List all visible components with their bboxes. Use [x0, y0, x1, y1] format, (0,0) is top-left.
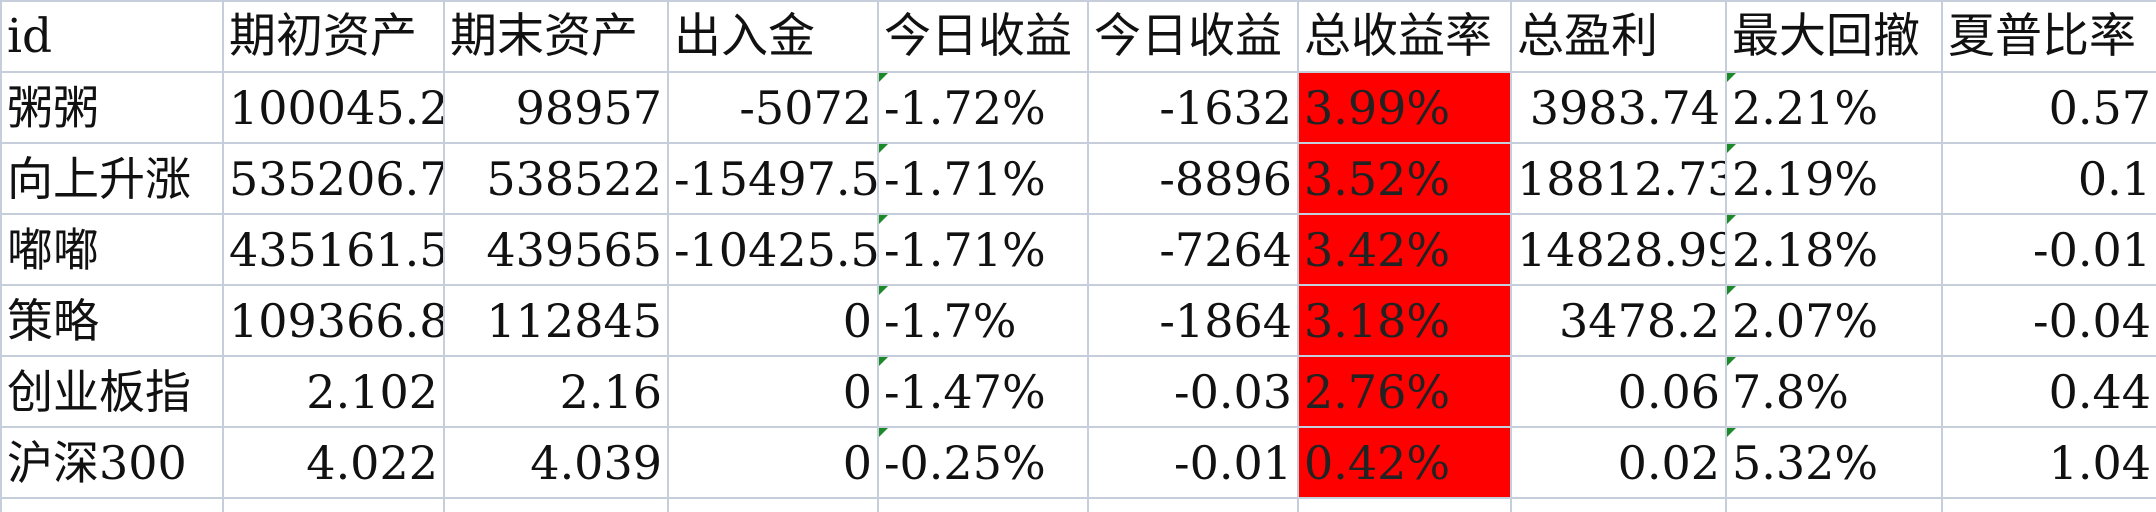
- header-total-profit-cell[interactable]: 总盈利: [1510, 0, 1727, 73]
- closing-assets-cell[interactable]: 98957: [443, 71, 669, 144]
- header-closing-assets-cell[interactable]: 期末资产: [443, 0, 669, 73]
- sharpe-ratio-cell[interactable]: -0.01: [1941, 213, 2156, 286]
- opening-assets-cell[interactable]: 4.022: [222, 426, 445, 499]
- total-profit-cell[interactable]: 3983.74: [1510, 71, 1727, 144]
- deposits-withdrawals-cell[interactable]: 0: [667, 355, 879, 428]
- table-row: 沪深300 4.022 4.039 0 -0.25% -0.01 0.42% 0.02 5.32…: [0, 426, 2156, 499]
- today-return-cell[interactable]: -8896: [1087, 142, 1299, 215]
- closing-assets-cell[interactable]: 538522: [443, 142, 669, 215]
- empty-row: [0, 497, 2156, 512]
- closing-assets-cell[interactable]: 2.16: [443, 355, 669, 428]
- sharpe-ratio-cell[interactable]: 1.04: [1941, 426, 2156, 499]
- today-return-pct-cell[interactable]: -1.71%: [877, 213, 1089, 286]
- empty-cell[interactable]: [1510, 497, 1727, 512]
- id-cell[interactable]: 粥粥: [0, 71, 224, 144]
- header-sharpe-ratio-cell[interactable]: 夏普比率: [1941, 0, 2156, 73]
- opening-assets-cell[interactable]: 109366.8: [222, 284, 445, 357]
- empty-cell[interactable]: [1725, 497, 1943, 512]
- table-row: 向上升涨535206.76538522-15497.5-1.71%-88963.…: [0, 142, 2156, 215]
- opening-assets-cell[interactable]: 535206.76: [222, 142, 445, 215]
- sharpe-ratio-cell[interactable]: -0.04: [1941, 284, 2156, 357]
- total-return-rate-cell[interactable]: 0.42%: [1297, 426, 1512, 499]
- deposits-withdrawals-cell[interactable]: -5072: [667, 71, 879, 144]
- header-opening-assets-cell[interactable]: 期初资产: [222, 0, 445, 73]
- empty-cell[interactable]: [1297, 497, 1512, 512]
- header-today-return-cell[interactable]: 今日收益: [1087, 0, 1299, 73]
- header-today-return-pct-cell[interactable]: 今日收益: [877, 0, 1089, 73]
- sharpe-ratio-cell[interactable]: 0.44: [1941, 355, 2156, 428]
- empty-cell[interactable]: [222, 497, 445, 512]
- closing-assets-cell[interactable]: 112845: [443, 284, 669, 357]
- total-profit-cell[interactable]: 0.02: [1510, 426, 1727, 499]
- header-total-return-rate-cell[interactable]: 总收益率: [1297, 0, 1512, 73]
- header-row: id 期初资产 期末资产 出入金 今日收益 今日收益 总收益率 总盈利 最大回撤 夏普比率: [0, 0, 2156, 73]
- closing-assets-cell[interactable]: 4.039: [443, 426, 669, 499]
- id-cell[interactable]: 向上升涨: [0, 142, 224, 215]
- deposits-withdrawals-cell[interactable]: 0: [667, 426, 879, 499]
- max-drawdown-cell[interactable]: 2.07%: [1725, 284, 1943, 357]
- id-cell[interactable]: 创业板指: [0, 355, 224, 428]
- empty-cell[interactable]: [1941, 497, 2156, 512]
- max-drawdown-cell[interactable]: 2.21%: [1725, 71, 1943, 144]
- total-profit-cell[interactable]: 0.06: [1510, 355, 1727, 428]
- deposits-withdrawals-cell[interactable]: 0: [667, 284, 879, 357]
- max-drawdown-cell[interactable]: 5.32%: [1725, 426, 1943, 499]
- today-return-cell[interactable]: -1864: [1087, 284, 1299, 357]
- closing-assets-cell[interactable]: 439565: [443, 213, 669, 286]
- header-deposits-withdrawals-cell[interactable]: 出入金: [667, 0, 879, 73]
- today-return-cell[interactable]: -0.01: [1087, 426, 1299, 499]
- deposits-withdrawals-cell[interactable]: -10425.5: [667, 213, 879, 286]
- max-drawdown-cell[interactable]: 2.18%: [1725, 213, 1943, 286]
- id-cell[interactable]: 策略: [0, 284, 224, 357]
- table-row: 创业板指 2.102 2.16 0 -1.47% -0.03 2.76% 0.06 7.8% 0.…: [0, 355, 2156, 428]
- today-return-cell[interactable]: -7264: [1087, 213, 1299, 286]
- total-profit-cell[interactable]: 3478.2: [1510, 284, 1727, 357]
- header-id-cell[interactable]: id: [0, 0, 224, 73]
- sharpe-ratio-cell[interactable]: 0.1: [1941, 142, 2156, 215]
- table-row: 嘟嘟 435161.5 439565 -10425.5 -1.71% -7264 3.42%…: [0, 213, 2156, 286]
- header-max-drawdown-cell[interactable]: 最大回撤: [1725, 0, 1943, 73]
- today-return-pct-cell[interactable]: -1.72%: [877, 71, 1089, 144]
- empty-cell[interactable]: [443, 497, 669, 512]
- total-return-rate-cell[interactable]: 3.52%: [1297, 142, 1512, 215]
- total-return-rate-cell[interactable]: 3.18%: [1297, 284, 1512, 357]
- deposits-withdrawals-cell[interactable]: -15497.5: [667, 142, 879, 215]
- total-return-rate-cell[interactable]: 2.76%: [1297, 355, 1512, 428]
- opening-assets-cell[interactable]: 435161.5: [222, 213, 445, 286]
- table-row: 策略 109366.8 112845 0 -1.7% -1864 3.18% 3478.2 2.…: [0, 284, 2156, 357]
- today-return-pct-cell[interactable]: -1.47%: [877, 355, 1089, 428]
- max-drawdown-cell[interactable]: 7.8%: [1725, 355, 1943, 428]
- empty-cell[interactable]: [667, 497, 879, 512]
- empty-cell[interactable]: [0, 497, 224, 512]
- today-return-pct-cell[interactable]: -1.71%: [877, 142, 1089, 215]
- sharpe-ratio-cell[interactable]: 0.57: [1941, 71, 2156, 144]
- empty-cell[interactable]: [1087, 497, 1299, 512]
- id-cell[interactable]: 嘟嘟: [0, 213, 224, 286]
- today-return-pct-cell[interactable]: -0.25%: [877, 426, 1089, 499]
- empty-cell[interactable]: [877, 497, 1089, 512]
- max-drawdown-cell[interactable]: 2.19%: [1725, 142, 1943, 215]
- opening-assets-cell[interactable]: 100045.26: [222, 71, 445, 144]
- today-return-cell[interactable]: -1632: [1087, 71, 1299, 144]
- total-profit-cell[interactable]: 14828.99: [1510, 213, 1727, 286]
- table-row: 粥粥100045.2698957-5072-1.72%-16323.99%398…: [0, 71, 2156, 144]
- total-return-rate-cell[interactable]: 3.99%: [1297, 71, 1512, 144]
- today-return-pct-cell[interactable]: -1.7%: [877, 284, 1089, 357]
- total-return-rate-cell[interactable]: 3.42%: [1297, 213, 1512, 286]
- id-cell[interactable]: 沪深300: [0, 426, 224, 499]
- total-profit-cell[interactable]: 18812.73: [1510, 142, 1727, 215]
- opening-assets-cell[interactable]: 2.102: [222, 355, 445, 428]
- today-return-cell[interactable]: -0.03: [1087, 355, 1299, 428]
